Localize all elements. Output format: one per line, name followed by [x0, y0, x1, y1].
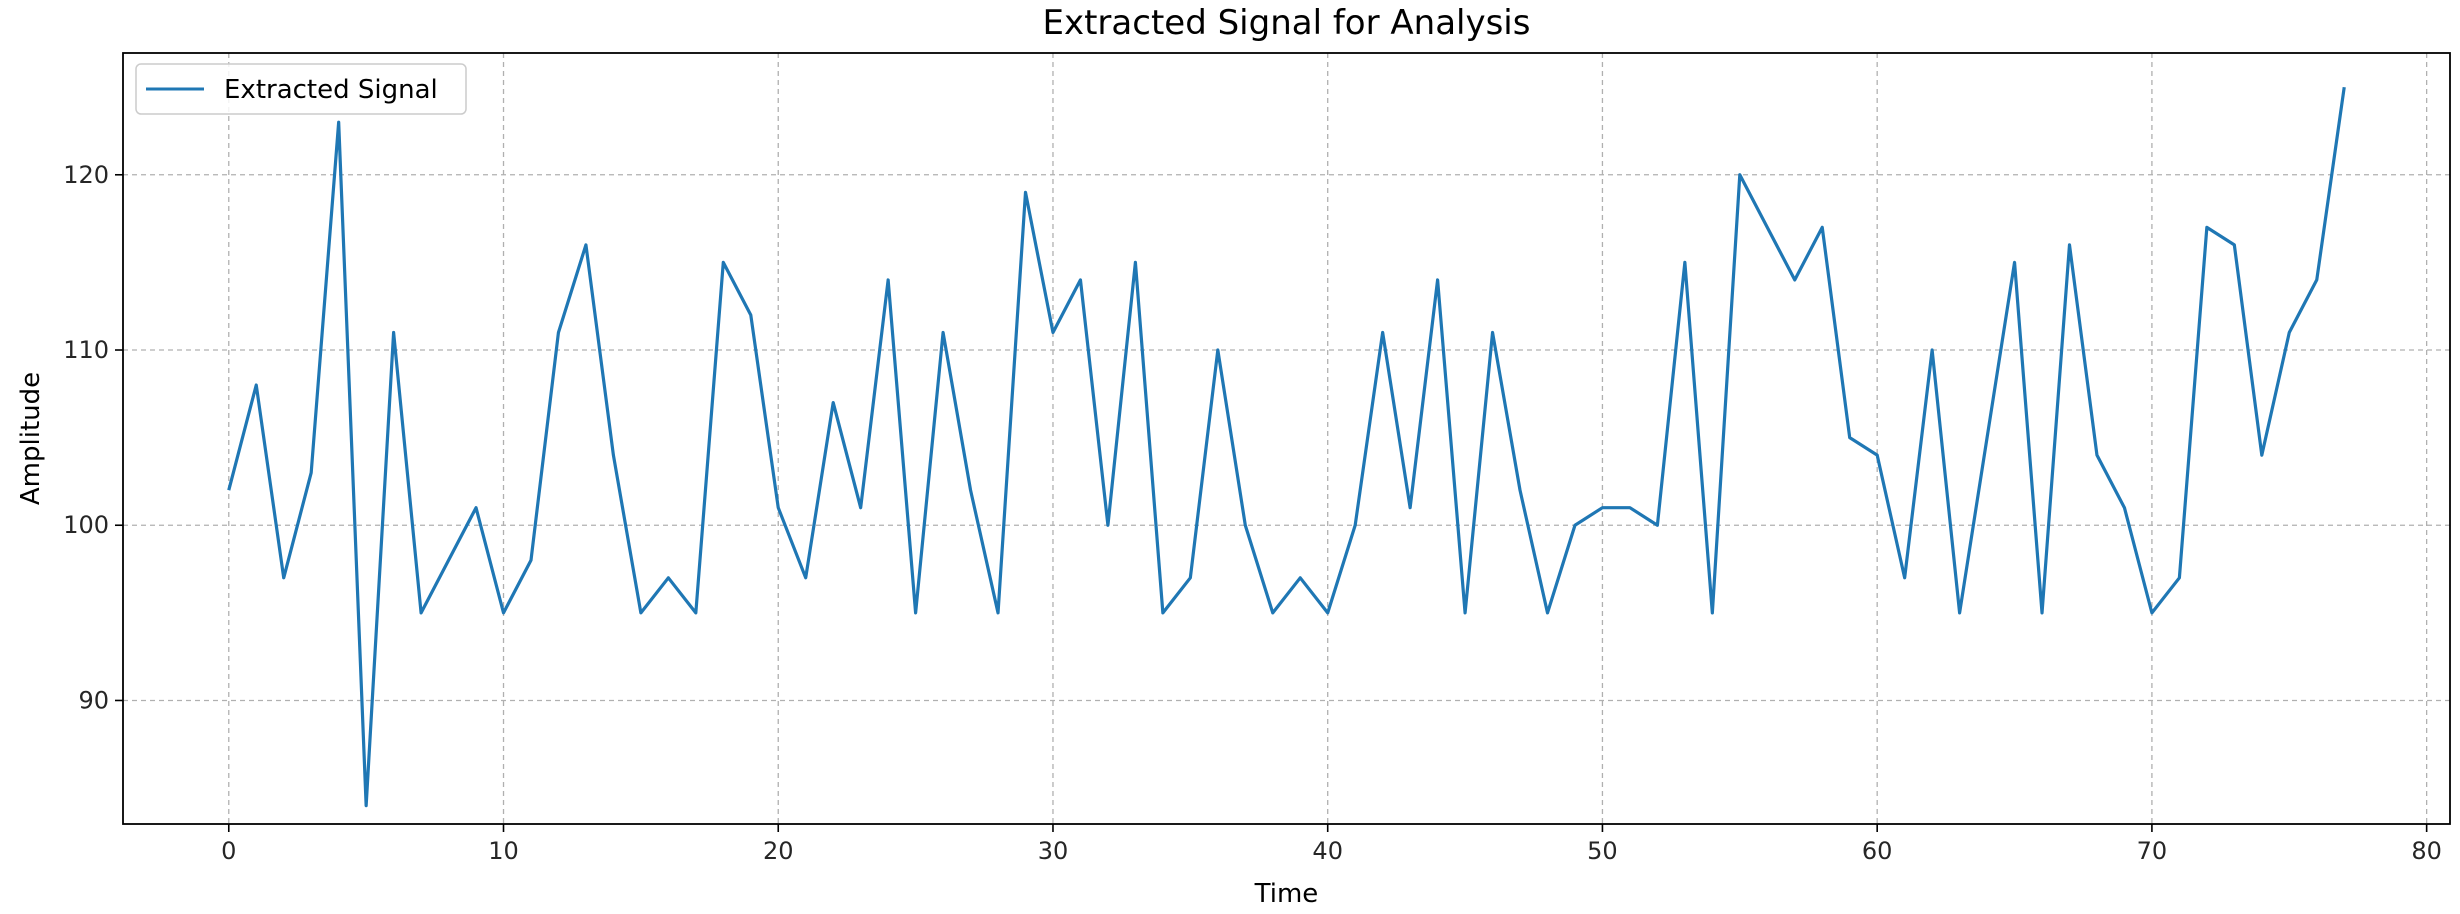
y-tick-label: 90 — [78, 686, 109, 714]
x-tick-label: 30 — [1038, 837, 1069, 865]
legend-label: Extracted Signal — [224, 75, 438, 105]
ticks: 0 10 20 30 40 50 60 70 80 90 100 110 120 — [63, 161, 2442, 865]
legend-box — [135, 63, 467, 115]
plot-series — [227, 86, 2346, 808]
axes-frame — [122, 52, 2451, 825]
x-tick-label: 80 — [2411, 837, 2442, 865]
x-axis-label: Time — [1254, 879, 1319, 909]
x-tick-label: 0 — [221, 837, 236, 865]
legend: Extracted Signal — [135, 63, 467, 115]
y-tick-label: 110 — [63, 336, 109, 364]
x-tick-label: 40 — [1312, 837, 1343, 865]
series-line — [227, 86, 2346, 808]
y-axis-label: Amplitude — [16, 372, 46, 505]
y-tick-label: 120 — [63, 161, 109, 189]
x-tick-label: 10 — [488, 837, 519, 865]
x-tick-label: 50 — [1587, 837, 1618, 865]
x-tick-label: 60 — [1862, 837, 1893, 865]
x-tick-label: 20 — [763, 837, 794, 865]
chart-title: Extracted Signal for Analysis — [1043, 3, 1531, 43]
y-tick-label: 100 — [63, 511, 109, 539]
x-tick-label: 70 — [2137, 837, 2168, 865]
